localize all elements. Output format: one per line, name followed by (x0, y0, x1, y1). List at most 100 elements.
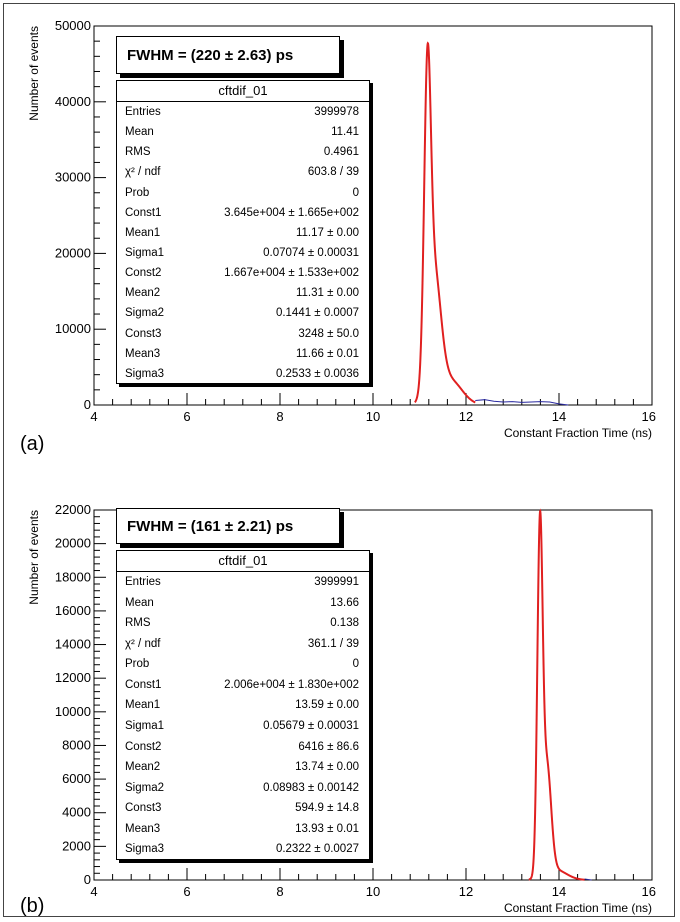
stats-value: 3.645e+004 ± 1.665e+002 (224, 206, 359, 219)
stats-row: Mean 13.66 (117, 593, 369, 614)
stats-box-a: cftdif_01 Entries 3999978 Mean 11.41 RMS 0.49… (116, 80, 370, 384)
stats-value: 11.31 ± 0.00 (295, 287, 359, 300)
fit-curve (414, 41, 476, 404)
stats-row: Sigma2 0.1441 ± 0.0007 (117, 303, 369, 323)
x-tick-label: 16 (642, 884, 656, 899)
stats-row: Mean3 13.93 ± 0.01 (117, 819, 369, 840)
stats-value: 2.006e+004 ± 1.830e+002 (224, 678, 359, 691)
stats-row: Prob 0 (117, 654, 369, 675)
stats-name: Prob (125, 658, 150, 671)
y-tick-label: 16000 (55, 603, 91, 618)
x-tick-label: 12 (459, 409, 473, 424)
stats-name: Mean (125, 126, 154, 139)
stats-name: Entries (125, 106, 161, 118)
stats-value: 0 (352, 658, 359, 671)
fwhm-text-b: FWHM = (161 ± 2.21) ps (127, 517, 294, 535)
fwhm-box-a: FWHM = (220 ± 2.63) ps (116, 36, 340, 74)
x-tick-label: 14 (552, 409, 566, 424)
y-tick-label: 8000 (62, 737, 91, 752)
stats-row: Const2 1.667e+004 ± 1.533e+002 (117, 263, 369, 283)
stats-name: Mean1 (125, 699, 161, 712)
y-tick-label: 20000 (55, 245, 91, 260)
panel-label: (b) (20, 895, 44, 917)
stats-value: 13.74 ± 0.00 (295, 761, 359, 774)
stats-name: Const1 (125, 206, 162, 219)
stats-value: 0 (352, 186, 359, 199)
stats-row: Mean1 11.17 ± 0.00 (117, 223, 369, 243)
stats-name: Mean3 (125, 822, 161, 835)
y-tick-label: 40000 (55, 94, 91, 109)
y-tick-label: 2000 (62, 838, 91, 853)
histogram-tail-line (584, 878, 592, 881)
stats-value: 0.138 (330, 617, 359, 630)
stats-value: 0.05679 ± 0.00031 (263, 719, 359, 732)
stats-row: χ² / ndf 603.8 / 39 (117, 162, 369, 182)
stats-value: 13.93 ± 0.01 (295, 822, 359, 835)
stats-value: 6416 ± 86.6 (298, 740, 359, 753)
stats-value: 11.66 ± 0.01 (295, 347, 359, 360)
y-tick-label: 20000 (55, 536, 91, 551)
stats-name: χ² / ndf (125, 637, 161, 650)
stats-title-b: cftdif_01 (117, 551, 369, 572)
y-axis-title: Number of events (27, 510, 41, 605)
y-tick-label: 10000 (55, 321, 91, 336)
x-axis-title: Constant Fraction Time (ns) (504, 901, 652, 915)
stats-name: χ² / ndf (125, 166, 161, 179)
x-tick-label: 16 (642, 409, 656, 424)
stats-row: Const2 6416 ± 86.6 (117, 737, 369, 758)
stats-title-a: cftdif_01 (117, 81, 369, 102)
stats-name: Const2 (125, 267, 162, 280)
y-tick-label: 0 (84, 397, 91, 412)
stats-value: 13.66 (330, 596, 359, 609)
x-tick-label: 8 (276, 409, 283, 424)
stats-value: 13.59 ± 0.00 (295, 699, 359, 712)
stats-value: 3999991 (314, 576, 359, 588)
fit-curve (528, 508, 585, 881)
stats-name: RMS (125, 146, 151, 159)
panel-label: (a) (20, 433, 44, 455)
stats-name: Mean2 (125, 287, 161, 300)
stats-row: RMS 0.4961 (117, 142, 369, 162)
x-tick-label: 6 (183, 409, 190, 424)
stats-value: 11.17 ± 0.00 (295, 226, 359, 239)
stats-name: Const3 (125, 327, 162, 340)
stats-row: Sigma3 0.2533 ± 0.0036 (117, 364, 369, 384)
stats-row: Const1 3.645e+004 ± 1.665e+002 (117, 203, 369, 223)
y-tick-label: 14000 (55, 637, 91, 652)
x-tick-label: 4 (90, 884, 97, 899)
x-tick-label: 6 (183, 884, 190, 899)
stats-name: Entries (125, 576, 161, 588)
stats-row: Mean1 13.59 ± 0.00 (117, 695, 369, 716)
stats-row: Mean2 11.31 ± 0.00 (117, 283, 369, 303)
stats-row: Sigma1 0.05679 ± 0.00031 (117, 716, 369, 737)
stats-row: Const1 2.006e+004 ± 1.830e+002 (117, 675, 369, 696)
stats-row: RMS 0.138 (117, 613, 369, 634)
stats-value: 0.4961 (323, 146, 359, 159)
stats-box-b: cftdif_01 Entries 3999991 Mean 13.66 RMS 0.13… (116, 550, 370, 860)
stats-name: Prob (125, 186, 150, 199)
stats-row: Entries 3999991 (117, 572, 369, 593)
stats-value: 3248 ± 50.0 (298, 327, 359, 340)
stats-row: Sigma2 0.08983 ± 0.00142 (117, 778, 369, 799)
plot-panel-b: 4 6 8 10 12 14 16 0 2000 4000 6000 8000 10000 12000 14… (20, 502, 656, 917)
stats-value: 1.667e+004 ± 1.533e+002 (224, 267, 359, 280)
stats-row: Sigma1 0.07074 ± 0.00031 (117, 243, 369, 263)
y-tick-label: 4000 (62, 805, 91, 820)
stats-row: Const3 3248 ± 50.0 (117, 324, 369, 344)
stats-name: Const1 (125, 678, 162, 691)
x-axis-title: Constant Fraction Time (ns) (504, 426, 652, 440)
fwhm-box-b: FWHM = (161 ± 2.21) ps (116, 508, 340, 544)
stats-name: Mean1 (125, 226, 161, 239)
x-tick-label: 12 (459, 884, 473, 899)
stats-value: 0.07074 ± 0.00031 (263, 246, 359, 259)
stats-rows-a: Entries 3999978 Mean 11.41 RMS 0.4961 χ² / ndf… (117, 102, 369, 384)
stats-value: 3999978 (314, 106, 359, 118)
stats-name: Sigma2 (125, 307, 164, 320)
y-axis-title: Number of events (27, 26, 41, 121)
stats-name: Mean3 (125, 347, 161, 360)
stats-name: Mean (125, 596, 154, 609)
stats-row: χ² / ndf 361.1 / 39 (117, 634, 369, 655)
x-tick-label: 10 (366, 884, 380, 899)
stats-name: Const3 (125, 802, 162, 815)
